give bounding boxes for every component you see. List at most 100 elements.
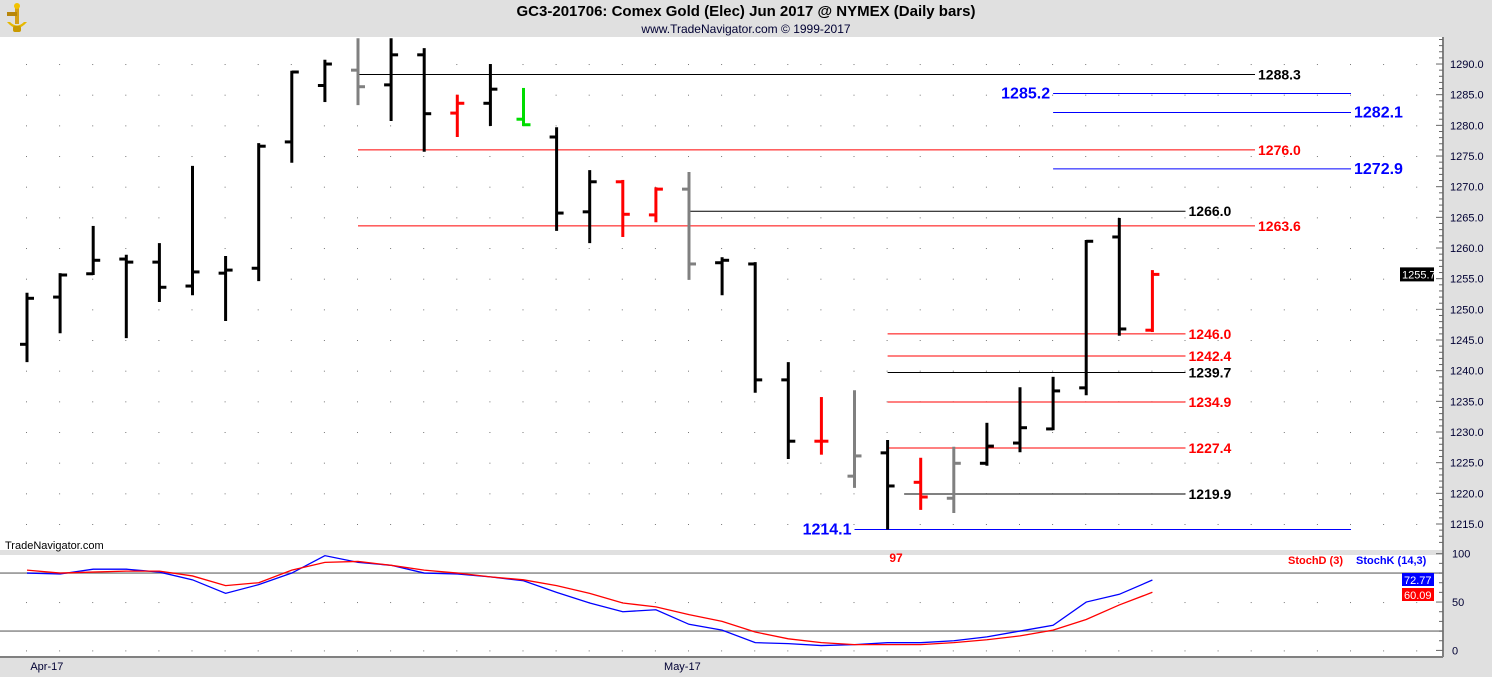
- grid-dot: [323, 217, 325, 219]
- grid-dot: [522, 217, 524, 219]
- grid-dot: [59, 125, 61, 127]
- grid-dot: [1316, 602, 1318, 604]
- grid-dot: [654, 462, 656, 464]
- grid-dot: [985, 186, 987, 188]
- grid-dot: [456, 602, 458, 604]
- legend-stochd: StochD (3): [1288, 555, 1343, 567]
- grid-dot: [357, 156, 358, 158]
- grid-dot: [26, 278, 27, 280]
- grid-dot: [1416, 186, 1418, 188]
- grid-dot: [1151, 248, 1153, 250]
- grid-dot: [886, 278, 888, 280]
- grid-dot: [423, 217, 425, 219]
- grid-dot: [125, 64, 127, 66]
- grid-dot: [1217, 125, 1219, 127]
- grid-dot: [721, 340, 723, 342]
- trade-navigator-logo: [4, 2, 30, 34]
- grid-dot: [555, 340, 557, 342]
- grid-dot: [654, 278, 656, 280]
- grid-dot: [125, 432, 127, 434]
- grid-dot: [721, 493, 723, 495]
- grid-dot: [390, 493, 392, 495]
- grid-dot: [1350, 94, 1351, 96]
- grid-dot: [985, 217, 987, 219]
- grid-dot: [1118, 217, 1120, 219]
- grid-dot: [621, 401, 623, 403]
- grid-dot: [1217, 401, 1219, 403]
- grid-dot: [456, 278, 458, 280]
- grid-dot: [1019, 650, 1020, 652]
- grid-dot: [886, 64, 888, 66]
- grid-dot: [1019, 602, 1020, 604]
- grid-dot: [158, 493, 160, 495]
- grid-dot: [1118, 186, 1120, 188]
- grid-dot: [721, 217, 723, 219]
- grid-dot: [26, 156, 27, 158]
- price-tick-label: 1220.0: [1450, 488, 1484, 500]
- grid-dot: [357, 650, 358, 652]
- grid-dot: [654, 186, 656, 188]
- grid-dot: [423, 401, 425, 403]
- last-price-tag: [1400, 267, 1434, 282]
- grid-dot: [522, 156, 524, 158]
- grid-dot: [555, 493, 557, 495]
- grid-dot: [125, 125, 127, 127]
- grid-dot: [688, 370, 689, 372]
- grid-dot: [257, 650, 259, 652]
- grid-dot: [721, 156, 723, 158]
- grid-dot: [919, 650, 921, 652]
- grid-dot: [1151, 524, 1153, 525]
- grid-dot: [1118, 94, 1120, 96]
- grid-dot: [1184, 94, 1186, 96]
- grid-dot: [1383, 217, 1385, 219]
- grid-dot: [721, 309, 723, 311]
- grid-dot: [59, 462, 61, 464]
- grid-dot: [1350, 493, 1351, 495]
- grid-dot: [754, 125, 756, 127]
- grid-dot: [224, 602, 226, 604]
- grid-dot: [1383, 401, 1385, 403]
- grid-dot: [985, 309, 987, 311]
- grid-dot: [1416, 602, 1418, 604]
- grid-dot: [423, 493, 425, 495]
- grid-dot: [588, 650, 590, 652]
- grid-dot: [224, 462, 226, 464]
- grid-dot: [191, 650, 193, 652]
- grid-dot: [754, 650, 756, 652]
- grid-dot: [1217, 340, 1219, 342]
- chart-title: GC3-201706: Comex Gold (Elec) Jun 2017 @…: [516, 3, 976, 20]
- grid-dot: [522, 370, 524, 372]
- grid-dot: [1019, 370, 1020, 372]
- grid-dot: [390, 217, 392, 219]
- grid-dot: [721, 186, 723, 188]
- grid-dot: [820, 340, 822, 342]
- grid-dot: [1250, 94, 1252, 96]
- grid-dot: [688, 401, 689, 403]
- level-label: 1246.0: [1189, 326, 1232, 342]
- grid-dot: [323, 493, 325, 495]
- grid-dot: [92, 94, 94, 96]
- grid-dot: [621, 309, 623, 311]
- grid-dot: [125, 524, 127, 525]
- grid-dot: [456, 186, 458, 188]
- grid-dot: [224, 64, 226, 66]
- grid-dot: [621, 370, 623, 372]
- grid-dot: [257, 64, 259, 66]
- grid-dot: [191, 462, 193, 464]
- grid-dot: [1316, 94, 1318, 96]
- grid-dot: [357, 432, 358, 434]
- grid-dot: [1151, 602, 1153, 604]
- grid-dot: [1416, 432, 1418, 434]
- grid-dot: [919, 524, 921, 525]
- grid-dot: [1316, 309, 1318, 311]
- grid-dot: [224, 186, 226, 188]
- grid-dot: [290, 64, 292, 66]
- grid-dot: [1151, 64, 1153, 66]
- stoch-last-tag: [1402, 588, 1434, 601]
- grid-dot: [224, 125, 226, 127]
- grid-dot: [456, 64, 458, 66]
- grid-dot: [1019, 156, 1020, 158]
- grid-dot: [390, 278, 392, 280]
- grid-dot: [191, 493, 193, 495]
